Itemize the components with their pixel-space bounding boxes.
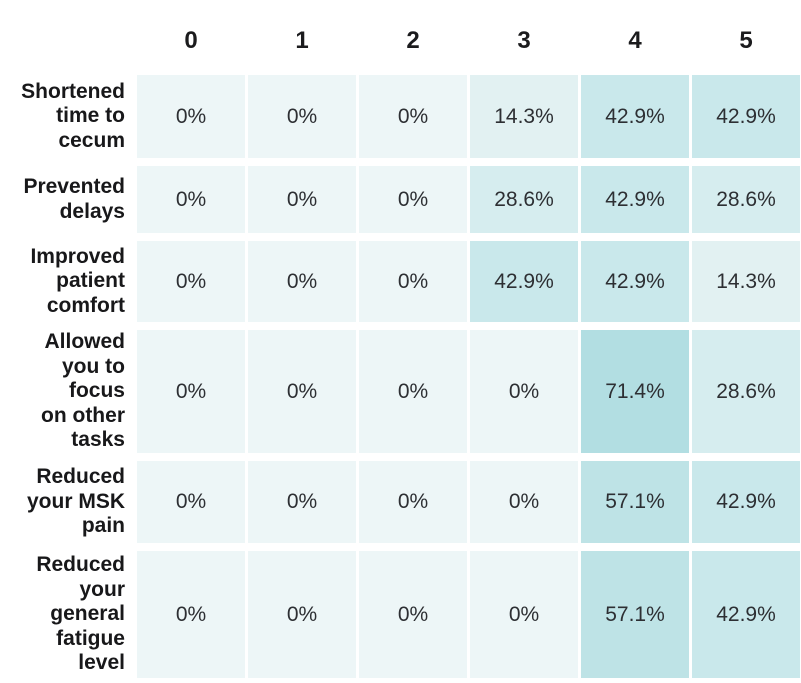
column-header-3: 3 xyxy=(517,27,531,54)
table-cell: 0% xyxy=(248,461,356,543)
table-cell: 0% xyxy=(359,330,467,453)
table-cell: 0% xyxy=(248,330,356,453)
row-label: Prevented delays xyxy=(23,174,125,223)
table-cell: 14.3% xyxy=(692,241,800,322)
table-cell: 0% xyxy=(359,461,467,543)
table-cell: 28.6% xyxy=(470,166,578,233)
table-row: Allowed you to focus on other tasks 0% 0… xyxy=(0,330,801,453)
table-row: Shortened time to cecum 0% 0% 0% 14.3% 4… xyxy=(0,75,801,158)
table-cell: 0% xyxy=(137,551,245,678)
column-header-5: 5 xyxy=(739,27,753,54)
table-cell: 57.1% xyxy=(581,461,689,543)
table-cell: 57.1% xyxy=(581,551,689,678)
column-header-0: 0 xyxy=(184,27,198,54)
row-label: Allowed you to focus on other tasks xyxy=(41,330,125,452)
table-cell: 0% xyxy=(137,75,245,158)
row-label: Shortened time to cecum xyxy=(21,79,125,152)
column-header-4: 4 xyxy=(628,27,642,54)
table-cell: 42.9% xyxy=(692,551,800,678)
table-cell: 28.6% xyxy=(692,330,800,453)
table-cell: 0% xyxy=(470,330,578,453)
table-cell: 0% xyxy=(248,75,356,158)
table-cell: 0% xyxy=(248,166,356,233)
table-cell: 42.9% xyxy=(581,166,689,233)
table-row: Prevented delays 0% 0% 0% 28.6% 42.9% 28… xyxy=(0,166,801,233)
column-header-row: 0 1 2 3 4 5 xyxy=(0,18,801,64)
column-header-2: 2 xyxy=(406,27,420,54)
table-cell: 42.9% xyxy=(692,75,800,158)
table-cell: 28.6% xyxy=(692,166,800,233)
table-cell: 0% xyxy=(359,75,467,158)
table-row: Reduced your general fatigue level 0% 0%… xyxy=(0,551,801,678)
table-cell: 0% xyxy=(137,241,245,322)
table-cell: 42.9% xyxy=(470,241,578,322)
table-cell: 0% xyxy=(470,461,578,543)
row-label: Improved patient comfort xyxy=(30,244,125,317)
table-row: Reduced your MSK pain 0% 0% 0% 0% 57.1% … xyxy=(0,461,801,543)
table-cell: 0% xyxy=(137,166,245,233)
table-cell: 0% xyxy=(470,551,578,678)
table-cell: 71.4% xyxy=(581,330,689,453)
table-cell: 0% xyxy=(359,241,467,322)
row-label: Reduced your MSK pain xyxy=(26,465,125,538)
table-cell: 0% xyxy=(248,241,356,322)
column-header-1: 1 xyxy=(295,27,309,54)
table-cell: 0% xyxy=(137,461,245,543)
corner-spacer xyxy=(0,18,134,64)
row-label: Reduced your general fatigue level xyxy=(36,553,125,675)
table-cell: 42.9% xyxy=(692,461,800,543)
table-cell: 42.9% xyxy=(581,241,689,322)
table-cell: 14.3% xyxy=(470,75,578,158)
table-cell: 0% xyxy=(359,551,467,678)
table-cell: 0% xyxy=(248,551,356,678)
table-cell: 42.9% xyxy=(581,75,689,158)
table-row: Improved patient comfort 0% 0% 0% 42.9% … xyxy=(0,241,801,322)
table-cell: 0% xyxy=(359,166,467,233)
table-cell: 0% xyxy=(137,330,245,453)
